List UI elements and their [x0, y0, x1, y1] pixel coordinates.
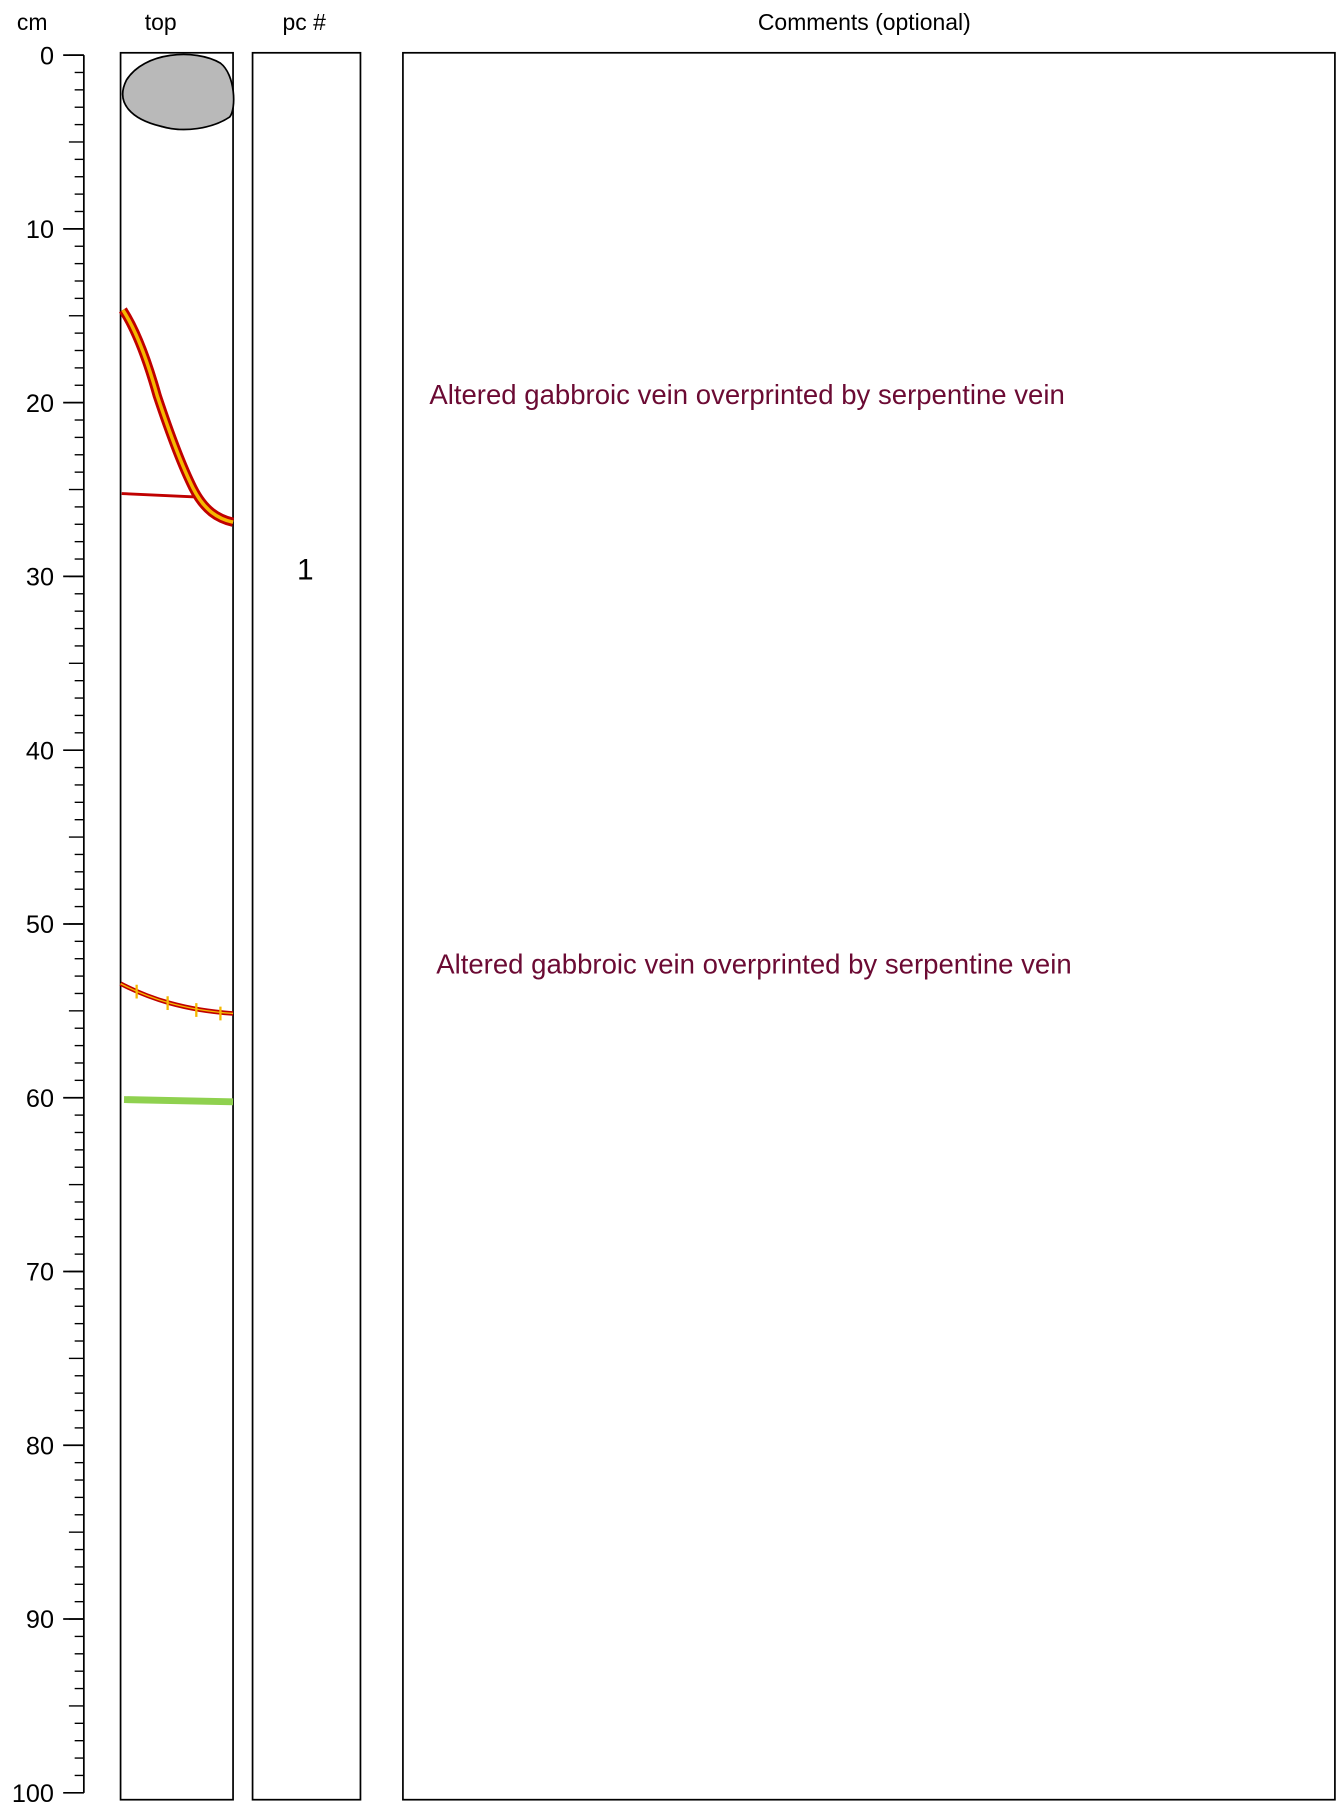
comment: Altered gabbroic vein overprinted by ser… [436, 949, 1072, 981]
tick-label: 0 [40, 42, 54, 70]
vein [123, 1096, 234, 1106]
tick-label: 100 [12, 1780, 54, 1802]
comments-column [402, 51, 1336, 1801]
tick-label: 40 [26, 737, 54, 765]
comment: Altered gabbroic vein overprinted by ser… [429, 379, 1065, 411]
tick-label: 70 [26, 1259, 54, 1287]
vein-ticks [135, 984, 222, 1021]
comments-header: Comments (optional) [758, 9, 971, 35]
tick-label: 80 [26, 1432, 54, 1460]
clast [121, 53, 235, 131]
tick-label: 60 [26, 1085, 54, 1113]
piece-header: pc # [283, 9, 327, 35]
piece-number: 1 [297, 554, 314, 587]
comment-box: Altered gabbroic vein overprinted by ser… [436, 949, 1072, 981]
vein-core [121, 308, 234, 524]
piece-column [251, 51, 362, 1801]
depth-header: cm [17, 9, 48, 35]
vein [121, 492, 196, 499]
tick-label: 90 [26, 1606, 54, 1634]
core-column [119, 51, 234, 1801]
tick-label: 30 [26, 564, 54, 592]
comment-box: Altered gabbroic vein overprinted by ser… [429, 379, 1065, 411]
tick-label: 20 [26, 390, 54, 418]
tick-label: 50 [26, 911, 54, 939]
top-header: top [145, 9, 177, 35]
vein-core [120, 983, 234, 1015]
depth-ticks: 0 10 20 30 40 50 60 70 80 90 100 [12, 42, 84, 1802]
tick-label: 10 [26, 216, 54, 244]
